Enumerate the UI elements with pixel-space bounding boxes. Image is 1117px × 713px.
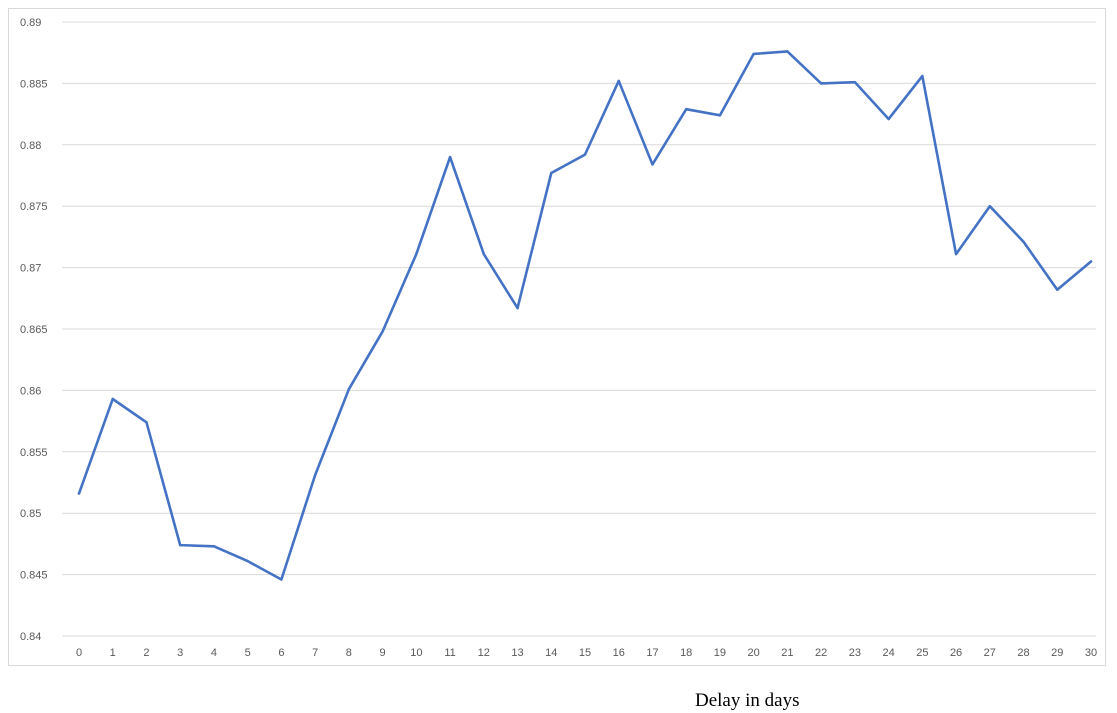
x-tick-label: 28 (1017, 647, 1029, 659)
x-tick-label: 0 (76, 647, 82, 659)
data-point (921, 74, 924, 78)
x-tick-label: 14 (545, 647, 557, 659)
data-point (145, 421, 148, 424)
data-point (786, 50, 789, 53)
x-tick-label: 20 (748, 647, 760, 659)
data-point (212, 545, 216, 548)
series-line-0 (77, 50, 1093, 581)
data-point (1056, 288, 1059, 291)
x-tick-label: 27 (984, 647, 996, 659)
y-tick-label: 0.84 (20, 631, 41, 643)
x-tick-label: 9 (380, 647, 386, 659)
line-chart: 0.84 0.845 0.85 0.855 0.86 0.865 0.87 0.875 0.88… (20, 17, 1097, 659)
x-tick-label: 7 (312, 647, 318, 659)
x-tick-label: 19 (714, 647, 726, 659)
x-tick-label: 16 (613, 647, 625, 659)
x-tick-label: 10 (410, 647, 422, 659)
y-tick-label: 0.89 (20, 17, 41, 29)
data-point (752, 52, 755, 56)
x-tick-label: 29 (1051, 647, 1063, 659)
data-point (415, 252, 418, 256)
data-point (179, 543, 182, 547)
data-point (111, 397, 114, 401)
data-point (482, 252, 485, 256)
x-tick-label: 21 (781, 647, 793, 659)
x-tick-label: 1 (110, 647, 116, 659)
data-point (617, 79, 620, 83)
data-point (448, 155, 452, 159)
y-tick-label: 0.865 (20, 324, 48, 336)
x-tick-label: 23 (849, 647, 861, 659)
x-axis-ticks: 0 1 2 3 4 5 6 7 8 9 10 11 12 13 14 15 16 17 18 19 20 21 22 23 24… (76, 647, 1097, 659)
data-point (313, 473, 317, 477)
data-point (819, 82, 823, 85)
x-tick-label: 3 (177, 647, 183, 659)
x-tick-label: 5 (245, 647, 251, 659)
data-point (381, 330, 384, 333)
data-point (550, 171, 553, 175)
data-point (1089, 260, 1093, 263)
x-axis-title: Delay in days (695, 690, 800, 711)
series-layer (77, 50, 1093, 581)
data-point (280, 578, 283, 581)
data-point (853, 80, 857, 84)
data-point (246, 559, 249, 563)
y-tick-label: 0.86 (20, 385, 41, 397)
data-point (77, 492, 81, 495)
x-tick-label: 4 (211, 647, 217, 659)
data-point (887, 117, 890, 121)
x-tick-label: 17 (646, 647, 658, 659)
x-tick-label: 18 (680, 647, 692, 659)
y-axis-ticks: 0.84 0.845 0.85 0.855 0.86 0.865 0.87 0.875 0.88… (20, 17, 48, 643)
data-point (685, 107, 688, 111)
x-tick-label: 22 (815, 647, 827, 659)
data-point (954, 252, 958, 256)
data-point (651, 163, 654, 166)
x-tick-label: 24 (882, 647, 894, 659)
x-tick-label: 8 (346, 647, 352, 659)
data-point (1022, 240, 1025, 244)
x-tick-label: 13 (511, 647, 523, 659)
gridlines (62, 21, 1096, 637)
x-tick-label: 2 (143, 647, 149, 659)
x-tick-label: 30 (1085, 647, 1097, 659)
x-tick-label: 15 (579, 647, 591, 659)
y-tick-label: 0.855 (20, 447, 48, 459)
y-tick-label: 0.845 (20, 570, 48, 582)
data-point (347, 387, 351, 391)
chart-frame (8, 8, 1106, 666)
y-tick-label: 0.875 (20, 201, 48, 213)
y-tick-label: 0.87 (20, 263, 41, 275)
data-point (583, 153, 587, 156)
y-tick-label: 0.85 (20, 508, 41, 520)
x-tick-label: 26 (950, 647, 962, 659)
y-tick-label: 0.885 (20, 78, 48, 90)
x-tick-label: 11 (444, 647, 455, 659)
x-tick-label: 25 (916, 647, 928, 659)
x-tick-label: 12 (478, 647, 490, 659)
data-point (718, 114, 722, 117)
data-point (988, 205, 991, 208)
y-tick-label: 0.88 (20, 140, 41, 152)
x-tick-label: 6 (278, 647, 284, 659)
data-point (516, 306, 519, 310)
